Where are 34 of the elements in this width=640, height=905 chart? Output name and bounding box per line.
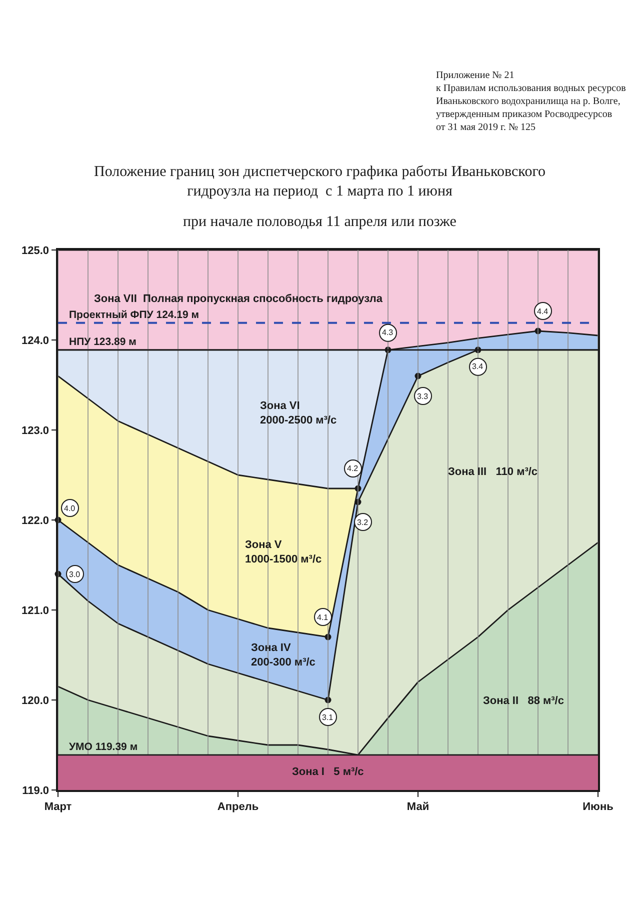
x-tick-label: Март bbox=[44, 800, 72, 813]
x-tick-label: Апрель bbox=[217, 800, 259, 813]
y-tick-label: 123.0 bbox=[22, 424, 50, 437]
annotation: 3.2 bbox=[357, 518, 369, 527]
series-label: Зона III 110 м³/с bbox=[448, 466, 538, 478]
series-label: Зона IV 200-300 м³/с bbox=[251, 642, 316, 668]
annotation: 4.4 bbox=[537, 307, 549, 316]
series-label: Зона VII Полная пропускная способность гидроузла bbox=[94, 293, 384, 305]
chart-title: Положение границ зон диспетчерского графика работы Иваньковского гидроузла на период с 1 марта по 1 июня bbox=[94, 164, 546, 200]
series-label: Зона VI 2000-2500 м³/с bbox=[260, 400, 337, 426]
ref-line-label: Проектный ФПУ 124.19 м bbox=[69, 309, 200, 321]
y-tick-label: 120.0 bbox=[22, 694, 50, 707]
series-label: Зона II 88 м³/с bbox=[483, 695, 564, 707]
x-tick-label: Май bbox=[406, 800, 430, 813]
y-tick-label: 121.0 bbox=[22, 604, 50, 617]
text: Приложение № 21 к Правилам использования водных ресурсов Иваньковского водохранилища на р. Волге, утвержденным приказом Росводресурсов от 31 мая 2019 г. № 125 bbox=[436, 70, 626, 133]
annotation: 3.0 bbox=[69, 570, 81, 579]
annotation: 3.3 bbox=[417, 392, 429, 401]
annotation: 4.2 bbox=[347, 464, 359, 473]
ref-line-label: НПУ 123.89 м bbox=[69, 336, 137, 348]
series-label: Зона V 1000-1500 м³/с bbox=[245, 539, 322, 566]
band-label: Зона I 5 м³/с bbox=[292, 766, 364, 778]
y-tick-label: 124.0 bbox=[22, 334, 50, 347]
x-tick-label: Июнь bbox=[582, 800, 614, 813]
y-tick-label: 119.0 bbox=[22, 784, 50, 797]
annotation: 3.1 bbox=[322, 713, 334, 722]
annotation: 4.0 bbox=[64, 504, 76, 513]
y-tick-label: 125.0 bbox=[22, 244, 50, 257]
annotation: 4.3 bbox=[382, 328, 394, 337]
chart-subtitle: при начале половодья 11 апреля или позже bbox=[183, 214, 457, 230]
annotation: 3.4 bbox=[472, 362, 484, 371]
ref-line-label: УМО 119.39 м bbox=[69, 741, 138, 753]
annotation: 4.1 bbox=[317, 613, 329, 622]
y-tick-label: 122.0 bbox=[22, 514, 50, 527]
